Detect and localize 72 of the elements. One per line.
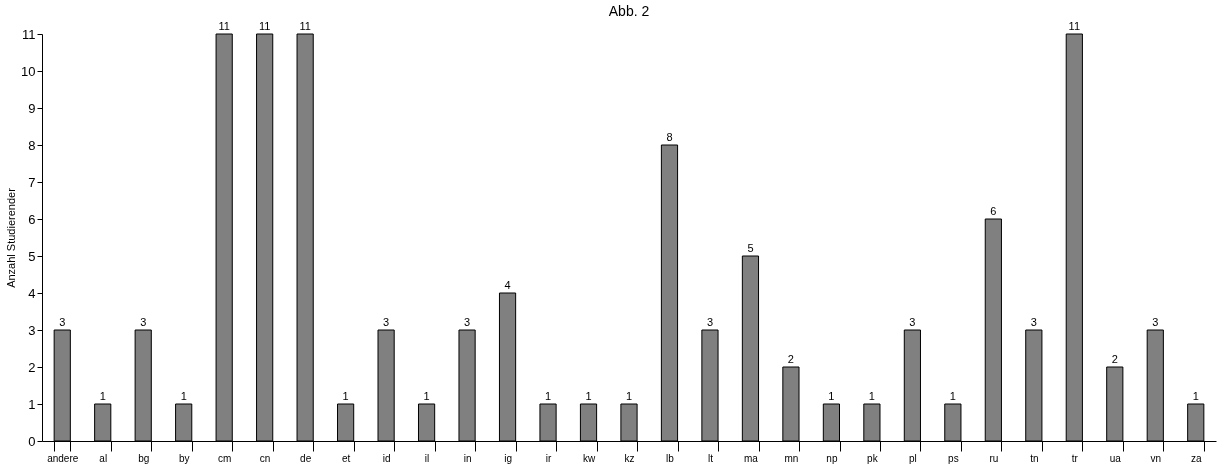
data-label: 1: [1192, 390, 1199, 402]
x-tick-label: kw: [582, 452, 596, 464]
data-label: 1: [828, 390, 835, 402]
data-label: 3: [909, 316, 916, 328]
data-label: 1: [625, 390, 633, 402]
x-tick-label: np: [826, 452, 838, 464]
x-tick-label: cn: [259, 452, 271, 464]
y-axis-title: Anzahl Studierender: [5, 187, 18, 288]
x-tick-label: tr: [1071, 452, 1079, 464]
data-label: 3: [1030, 316, 1037, 328]
data-label: 11: [299, 20, 311, 32]
data-label: 2: [787, 353, 794, 365]
y-tick-label: 8: [28, 137, 36, 153]
y-tick-label: 2: [28, 359, 36, 375]
y-tick-label: 4: [28, 285, 36, 301]
data-label: 4: [504, 279, 511, 291]
y-tick-label: 10: [21, 63, 36, 79]
x-tick-label: id: [382, 452, 391, 464]
data-label: 6: [990, 205, 997, 217]
x-tick-label: cm: [218, 452, 232, 464]
data-label: 11: [1068, 20, 1081, 32]
x-tick-label: ps: [948, 452, 959, 464]
data-label: 1: [544, 390, 552, 402]
x-tick-label: al: [99, 452, 108, 464]
data-label: 1: [868, 390, 875, 402]
y-tick-label: 6: [28, 211, 36, 227]
x-tick-label: za: [1190, 452, 1202, 464]
y-tick-label: 9: [28, 100, 36, 116]
data-label: 8: [666, 131, 673, 143]
data-label: 1: [99, 390, 106, 402]
x-tick-label: et: [341, 452, 351, 464]
x-tick-label: pk: [867, 452, 879, 464]
x-tick-label: lb: [666, 452, 675, 464]
y-tick-label: 1: [28, 396, 36, 412]
x-tick-label: in: [463, 452, 472, 464]
data-label: 2: [1111, 353, 1118, 365]
x-tick-label: vn: [1150, 452, 1162, 464]
y-tick-label: 5: [28, 248, 36, 264]
x-tick-label: by: [178, 452, 190, 464]
x-tick-label: ig: [504, 452, 512, 464]
x-tick-label: kz: [624, 452, 635, 464]
data-label: 3: [1152, 316, 1159, 328]
chart-title: Abb. 2: [608, 3, 650, 19]
x-tick-label: tn: [1030, 452, 1039, 464]
data-label: 5: [747, 242, 754, 254]
x-tick-label: ru: [989, 452, 999, 464]
x-tick-label: pl: [908, 452, 917, 464]
y-tick-label: 0: [28, 433, 36, 449]
data-label: 1: [342, 390, 349, 402]
x-tick-label: ma: [744, 452, 759, 464]
data-label: 3: [706, 316, 714, 328]
x-tick-label: de: [300, 452, 312, 464]
x-tick-label: il: [424, 452, 430, 464]
data-label: 11: [218, 20, 230, 32]
y-tick-label: 7: [28, 174, 36, 190]
data-label: 11: [258, 20, 271, 32]
x-tick-label: ua: [1109, 452, 1122, 464]
data-label: 3: [383, 316, 390, 328]
x-tick-label: ir: [545, 452, 552, 464]
data-label: 1: [949, 390, 956, 402]
data-label: 3: [59, 316, 66, 328]
data-label: 3: [140, 316, 147, 328]
x-tick-label: mn: [784, 452, 799, 464]
data-label: 1: [423, 390, 430, 402]
y-tick-label: 3: [28, 322, 36, 338]
x-tick-label: lt: [707, 452, 714, 464]
data-label: 1: [180, 390, 187, 402]
x-tick-label: andere: [47, 452, 79, 464]
x-tick-label: bg: [138, 452, 150, 464]
y-tick-label: 11: [22, 26, 36, 42]
data-label: 1: [585, 390, 592, 402]
data-label: 3: [464, 316, 471, 328]
